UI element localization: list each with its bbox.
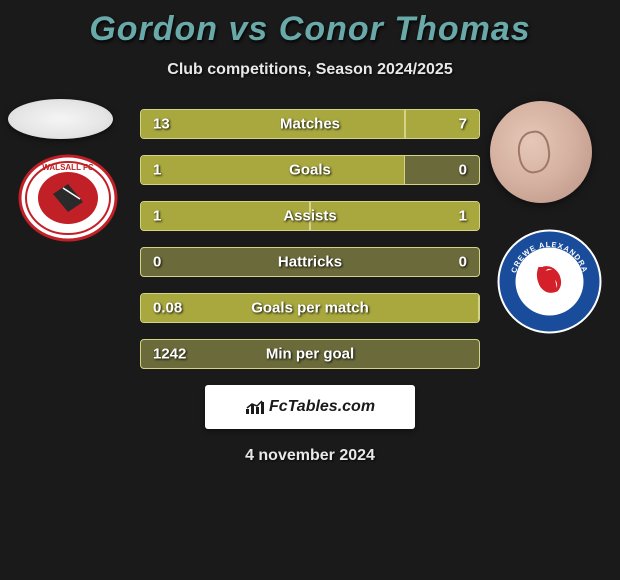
stat-value-left: 1242 — [153, 346, 186, 363]
subtitle: Club competitions, Season 2024/2025 — [0, 61, 620, 79]
stat-row: 0.08 Goals per match — [140, 293, 480, 323]
stat-value-right: 0 — [459, 162, 467, 179]
stat-row: 1 Assists 1 — [140, 201, 480, 231]
branding-box[interactable]: FcTables.com — [205, 385, 415, 429]
stat-value-left: 0.08 — [153, 300, 182, 317]
stat-row: 0 Hattricks 0 — [140, 247, 480, 277]
page-title: Gordon vs Conor Thomas — [0, 10, 620, 49]
stat-value-left: 1 — [153, 208, 161, 225]
stat-label: Matches — [280, 116, 340, 133]
stat-label: Goals per match — [251, 300, 369, 317]
branding-label: FcTables.com — [269, 398, 375, 416]
stat-row: 1 Goals 0 — [140, 155, 480, 185]
club-left-badge: WALSALL FC — [18, 154, 118, 242]
stats-area: WALSALL FC CREWE ALEXANDRA FOOTBALL CLUB — [0, 109, 620, 369]
date-label: 4 november 2024 — [0, 447, 620, 465]
player-left-avatar — [8, 99, 113, 139]
club-right-badge: CREWE ALEXANDRA FOOTBALL CLUB — [497, 229, 602, 334]
stat-value-left: 13 — [153, 116, 170, 133]
stat-rows: 13 Matches 7 1 Goals 0 1 Assists 1 0 Hattricks 0 0.0… — [140, 109, 480, 369]
comparison-card: Gordon vs Conor Thomas Club competitions… — [0, 0, 620, 475]
bar-left — [141, 156, 405, 184]
player-right-avatar — [490, 101, 592, 203]
stat-value-right: 1 — [459, 208, 467, 225]
svg-text:WALSALL FC: WALSALL FC — [42, 163, 94, 172]
stat-label: Min per goal — [266, 346, 354, 363]
bar-right — [405, 110, 479, 138]
stat-label: Goals — [289, 162, 331, 179]
branding-text: FcTables.com — [245, 398, 375, 416]
stat-value-left: 0 — [153, 254, 161, 271]
stat-value-right: 0 — [459, 254, 467, 271]
stat-row: 1242 Min per goal — [140, 339, 480, 369]
stat-row: 13 Matches 7 — [140, 109, 480, 139]
stat-value-left: 1 — [153, 162, 161, 179]
ear-icon — [515, 129, 554, 176]
stat-value-right: 7 — [459, 116, 467, 133]
stat-label: Hattricks — [278, 254, 342, 271]
stat-label: Assists — [283, 208, 336, 225]
chart-icon — [245, 399, 265, 415]
bar-left — [141, 110, 405, 138]
